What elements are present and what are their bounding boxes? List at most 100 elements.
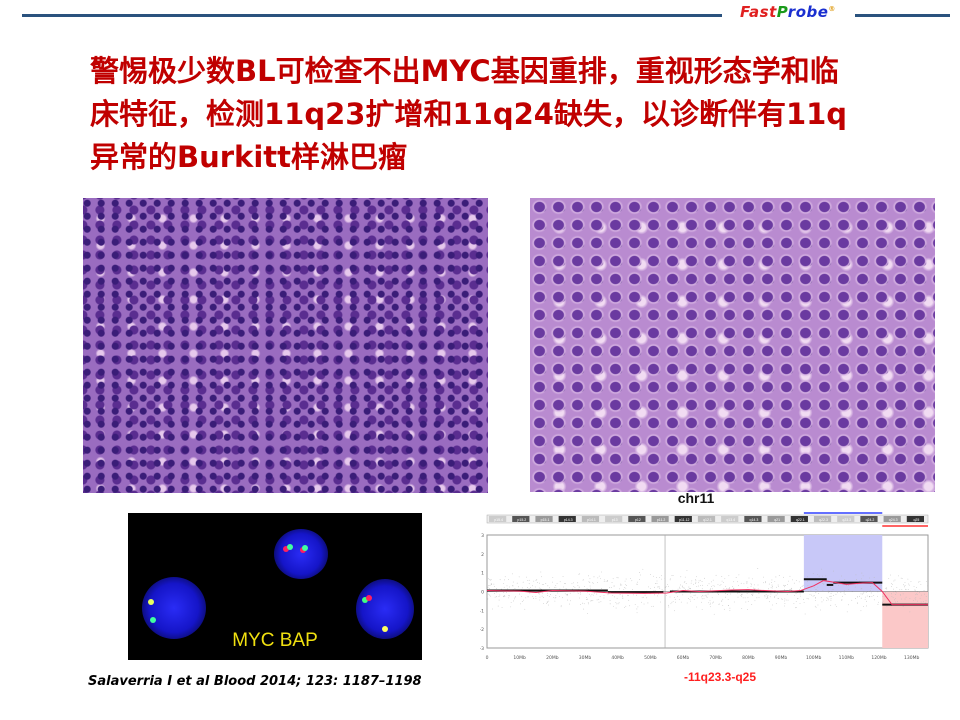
probe-point bbox=[768, 595, 769, 596]
probe-point bbox=[561, 605, 562, 606]
probe-point bbox=[828, 592, 829, 593]
probe-point bbox=[840, 592, 841, 593]
probe-point bbox=[567, 600, 568, 601]
probe-point bbox=[832, 589, 833, 590]
probe-point bbox=[521, 596, 522, 597]
probe-point bbox=[527, 587, 528, 588]
probe-point bbox=[627, 595, 628, 596]
probe-point bbox=[901, 599, 902, 600]
title-line: 异常的Burkitt样淋巴瘤 bbox=[90, 136, 930, 179]
probe-point bbox=[563, 576, 564, 577]
probe-point bbox=[702, 609, 703, 610]
probe-point bbox=[851, 600, 852, 601]
probe-point bbox=[592, 594, 593, 595]
probe-point bbox=[490, 585, 491, 586]
x-tick-label: 100Mb bbox=[806, 655, 821, 661]
probe-point bbox=[769, 601, 770, 602]
probe-point bbox=[687, 570, 688, 571]
probe-point bbox=[784, 598, 785, 599]
probe-point bbox=[741, 583, 742, 584]
x-tick-label: 30Mb bbox=[579, 655, 592, 661]
probe-point bbox=[774, 596, 775, 597]
probe-point bbox=[637, 584, 638, 585]
probe-point bbox=[738, 597, 739, 598]
probe-point bbox=[751, 584, 752, 585]
probe-point bbox=[519, 577, 520, 578]
probe-point bbox=[503, 592, 504, 593]
probe-point bbox=[917, 594, 918, 595]
probe-point bbox=[681, 602, 682, 603]
probe-point bbox=[543, 597, 544, 598]
probe-point bbox=[785, 585, 786, 586]
probe-point bbox=[848, 585, 849, 586]
probe-point bbox=[861, 610, 862, 611]
probe-point bbox=[543, 603, 544, 604]
probe-point bbox=[690, 593, 691, 594]
probe-point bbox=[813, 596, 814, 597]
probe-point bbox=[645, 595, 646, 596]
probe-point bbox=[772, 580, 773, 581]
probe-point bbox=[901, 578, 902, 579]
probe-point bbox=[714, 586, 715, 587]
probe-point bbox=[865, 599, 866, 600]
probe-point bbox=[755, 600, 756, 601]
probe-point bbox=[714, 614, 715, 615]
probe-point bbox=[626, 579, 627, 580]
probe-point bbox=[590, 578, 591, 579]
probe-point bbox=[764, 595, 765, 596]
probe-point bbox=[529, 583, 530, 584]
band-label: q25 bbox=[913, 518, 919, 522]
registered-mark: ® bbox=[828, 5, 836, 13]
probe-point bbox=[499, 600, 500, 601]
probe-point bbox=[916, 587, 917, 588]
probe-point bbox=[802, 586, 803, 587]
probe-point bbox=[784, 601, 785, 602]
probe-point bbox=[626, 585, 627, 586]
probe-point bbox=[505, 576, 506, 577]
probe-point bbox=[794, 583, 795, 584]
probe-point bbox=[504, 580, 505, 581]
probe-point bbox=[503, 596, 504, 597]
probe-point bbox=[560, 581, 561, 582]
probe-point bbox=[529, 593, 530, 594]
probe-point bbox=[747, 593, 748, 594]
x-tick-label: 120Mb bbox=[871, 655, 886, 661]
probe-point bbox=[684, 588, 685, 589]
probe-point bbox=[866, 592, 867, 593]
probe-point bbox=[506, 592, 507, 593]
probe-point bbox=[668, 605, 669, 606]
probe-point bbox=[695, 579, 696, 580]
probe-point bbox=[608, 593, 609, 594]
probe-point bbox=[694, 599, 695, 600]
probe-point bbox=[695, 595, 696, 596]
probe-point bbox=[532, 596, 533, 597]
probe-point bbox=[890, 575, 891, 576]
probe-point bbox=[549, 596, 550, 597]
probe-point bbox=[781, 598, 782, 599]
probe-point bbox=[666, 595, 667, 596]
band-label: p14.1 bbox=[587, 518, 596, 522]
fish-signal bbox=[150, 617, 156, 623]
probe-point bbox=[650, 574, 651, 575]
probe-point bbox=[610, 603, 611, 604]
probe-point bbox=[580, 604, 581, 605]
probe-point bbox=[644, 604, 645, 605]
probe-point bbox=[639, 579, 640, 580]
probe-point bbox=[734, 602, 735, 603]
probe-point bbox=[823, 600, 824, 601]
probe-point bbox=[752, 579, 753, 580]
probe-point bbox=[770, 596, 771, 597]
probe-point bbox=[555, 587, 556, 588]
probe-point bbox=[729, 610, 730, 611]
probe-point bbox=[906, 597, 907, 598]
probe-point bbox=[841, 576, 842, 577]
probe-point bbox=[747, 587, 748, 588]
probe-point bbox=[924, 590, 925, 591]
probe-point bbox=[702, 588, 703, 589]
probe-point bbox=[724, 578, 725, 579]
probe-point bbox=[675, 602, 676, 603]
probe-point bbox=[725, 586, 726, 587]
probe-point bbox=[748, 601, 749, 602]
probe-point bbox=[625, 581, 626, 582]
probe-point bbox=[587, 592, 588, 593]
